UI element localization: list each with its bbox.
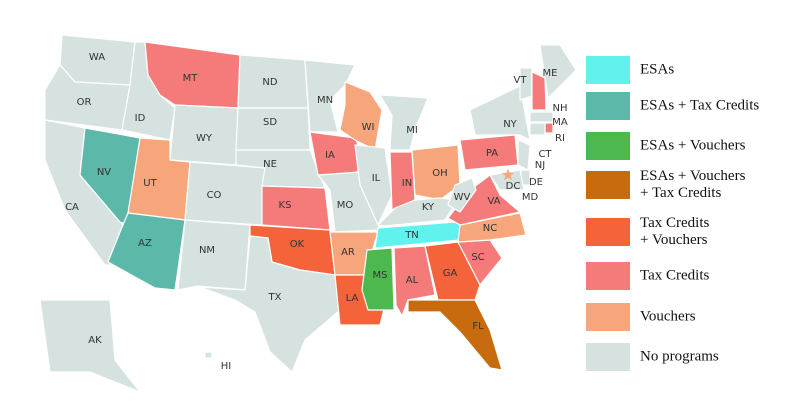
legend-swatch xyxy=(586,303,630,331)
state-label: AK xyxy=(88,335,102,346)
state-shape xyxy=(531,71,547,111)
state-label: NJ xyxy=(535,160,545,171)
legend-label: ESAs xyxy=(640,61,674,77)
state-label: GA xyxy=(443,268,458,279)
state-label: OR xyxy=(77,97,92,108)
state-label: SD xyxy=(263,117,277,128)
state-label: VT xyxy=(514,75,528,86)
legend-swatch xyxy=(586,343,630,371)
state-label: DC xyxy=(506,181,521,192)
legend-label: + Tax Credits xyxy=(640,185,721,201)
state-label: IA xyxy=(325,150,335,161)
state-label: ND xyxy=(262,77,277,88)
state-label: AR xyxy=(341,247,355,258)
state-label: MD xyxy=(522,192,539,203)
state-label: WI xyxy=(362,122,375,133)
state-shape xyxy=(261,185,331,231)
state-shape xyxy=(379,94,429,151)
state-shape xyxy=(517,139,531,171)
state-label: PA xyxy=(486,148,498,159)
state-label: AZ xyxy=(138,238,152,249)
legend-label: Tax Credits xyxy=(640,215,710,231)
state-shape xyxy=(204,351,213,359)
state-star xyxy=(501,168,515,181)
state-label: KS xyxy=(279,200,292,211)
state-label: ME xyxy=(543,68,558,79)
state-label: KY xyxy=(422,202,435,213)
state-label: NE xyxy=(263,159,277,170)
state-shape xyxy=(529,111,554,123)
legend-label: No programs xyxy=(640,348,719,364)
states xyxy=(39,34,577,393)
legend-swatch xyxy=(586,262,630,290)
state-shape xyxy=(529,122,546,136)
state-label: VA xyxy=(487,196,500,207)
state-shape xyxy=(361,247,395,311)
legend-label: ESAs + Vouchers xyxy=(640,137,746,153)
state-shape xyxy=(457,212,527,243)
state-shape xyxy=(377,197,459,227)
state-label: NC xyxy=(483,223,497,234)
state-label: WY xyxy=(196,133,213,144)
legend-label: ESAs + Tax Credits xyxy=(640,97,759,113)
state-shape xyxy=(469,85,531,141)
state-label: NY xyxy=(503,119,517,130)
state-label: MS xyxy=(373,270,388,281)
state-label: MO xyxy=(337,200,354,211)
state-label: CT xyxy=(538,149,552,160)
state-label: NH xyxy=(553,103,568,114)
legend-label: + Vouchers xyxy=(640,232,708,248)
legend-swatch xyxy=(586,171,630,199)
state-label: MI xyxy=(406,125,418,136)
state-label: MA xyxy=(552,117,568,128)
state-label: ID xyxy=(135,113,146,124)
state-label: OK xyxy=(290,239,305,250)
state-label: WA xyxy=(89,52,105,63)
state-label: IL xyxy=(372,173,381,184)
state-shape xyxy=(447,177,477,213)
state-shape xyxy=(407,299,503,371)
legend-label: ESAs + Vouchers xyxy=(640,168,746,184)
state-shape xyxy=(489,169,525,191)
state-label: TX xyxy=(268,292,282,303)
state-shape xyxy=(39,299,141,393)
state-label: MT xyxy=(183,73,199,84)
state-labels: WA OR CA NV ID MT WY UT AZ CO NM ND SD NE KS OK TX MN IA MO… xyxy=(65,52,568,372)
state-label: WV xyxy=(454,192,471,203)
state-label: LA xyxy=(346,293,359,304)
state-label: MN xyxy=(317,95,333,106)
legend-label: Vouchers xyxy=(640,308,696,324)
legend-swatch xyxy=(586,132,630,160)
state-shape xyxy=(184,161,266,226)
state-label: OH xyxy=(432,168,447,179)
legend-swatch xyxy=(586,218,630,246)
state-label: DE xyxy=(529,177,543,188)
state-label: SC xyxy=(471,252,484,263)
state-label: IN xyxy=(402,178,412,189)
state-label: AL xyxy=(406,275,419,286)
state-label: RI xyxy=(555,133,565,144)
state-label: NV xyxy=(97,167,111,178)
state-label: TN xyxy=(404,230,419,241)
legend: ESAs ESAs + Tax Credits ESAs + Vouchers ESA… xyxy=(586,56,759,371)
state-shape xyxy=(339,81,383,151)
state-label: FL xyxy=(472,321,484,332)
state-shape xyxy=(411,144,461,201)
state-shape xyxy=(199,235,341,373)
state-label: HI xyxy=(221,361,231,372)
state-shape xyxy=(539,44,577,99)
state-label: CA xyxy=(65,202,79,213)
state-shape xyxy=(354,144,393,226)
state-label: NM xyxy=(199,245,215,256)
state-shape xyxy=(424,241,481,301)
legend-swatch xyxy=(586,56,630,84)
legend-swatch xyxy=(586,92,630,120)
legend-label: Tax Credits xyxy=(640,267,710,283)
state-label: CO xyxy=(207,190,222,201)
state-shape xyxy=(235,107,311,151)
state-label: UT xyxy=(143,178,157,189)
